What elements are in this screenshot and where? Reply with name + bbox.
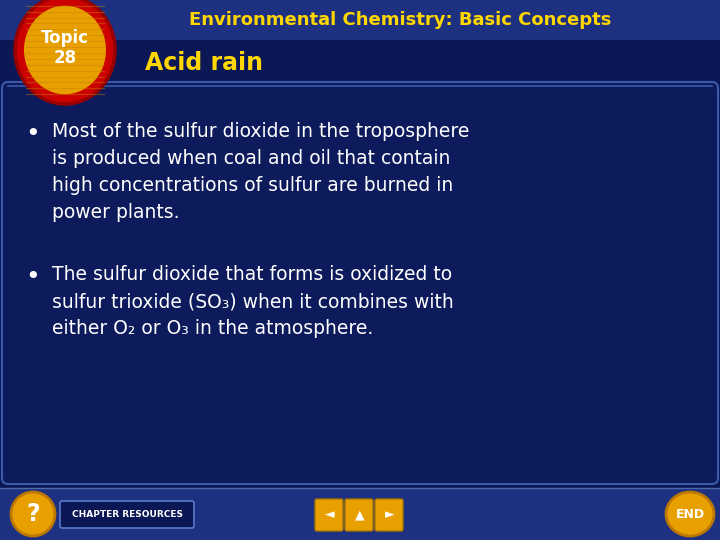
- Text: power plants.: power plants.: [52, 203, 179, 222]
- Text: CHAPTER RESOURCES: CHAPTER RESOURCES: [71, 510, 182, 519]
- Text: Topic
28: Topic 28: [41, 29, 89, 68]
- FancyBboxPatch shape: [375, 499, 403, 531]
- FancyBboxPatch shape: [2, 82, 718, 484]
- Text: is produced when coal and oil that contain: is produced when coal and oil that conta…: [52, 149, 451, 168]
- Ellipse shape: [24, 6, 106, 94]
- Text: ▲: ▲: [355, 509, 365, 522]
- Text: ?: ?: [26, 502, 40, 526]
- Text: •: •: [25, 265, 40, 289]
- FancyBboxPatch shape: [345, 499, 373, 531]
- Text: END: END: [675, 508, 705, 521]
- Text: Environmental Chemistry: Basic Concepts: Environmental Chemistry: Basic Concepts: [189, 11, 611, 29]
- Text: sulfur trioxide (SO₃) when it combines with: sulfur trioxide (SO₃) when it combines w…: [52, 292, 454, 311]
- Text: ◄: ◄: [325, 509, 335, 522]
- Text: ►: ►: [385, 509, 395, 522]
- Ellipse shape: [15, 0, 115, 104]
- Text: either O₂ or O₃ in the atmosphere.: either O₂ or O₃ in the atmosphere.: [52, 319, 373, 338]
- Text: The sulfur dioxide that forms is oxidized to: The sulfur dioxide that forms is oxidize…: [52, 265, 452, 284]
- FancyBboxPatch shape: [0, 0, 720, 40]
- Ellipse shape: [11, 492, 55, 536]
- FancyBboxPatch shape: [0, 488, 720, 540]
- FancyBboxPatch shape: [0, 40, 720, 85]
- Text: Acid rain: Acid rain: [145, 51, 263, 75]
- FancyBboxPatch shape: [315, 499, 343, 531]
- Text: high concentrations of sulfur are burned in: high concentrations of sulfur are burned…: [52, 176, 454, 195]
- Ellipse shape: [666, 492, 714, 536]
- FancyBboxPatch shape: [60, 501, 194, 528]
- Text: Most of the sulfur dioxide in the troposphere: Most of the sulfur dioxide in the tropos…: [52, 122, 469, 141]
- Text: •: •: [25, 122, 40, 146]
